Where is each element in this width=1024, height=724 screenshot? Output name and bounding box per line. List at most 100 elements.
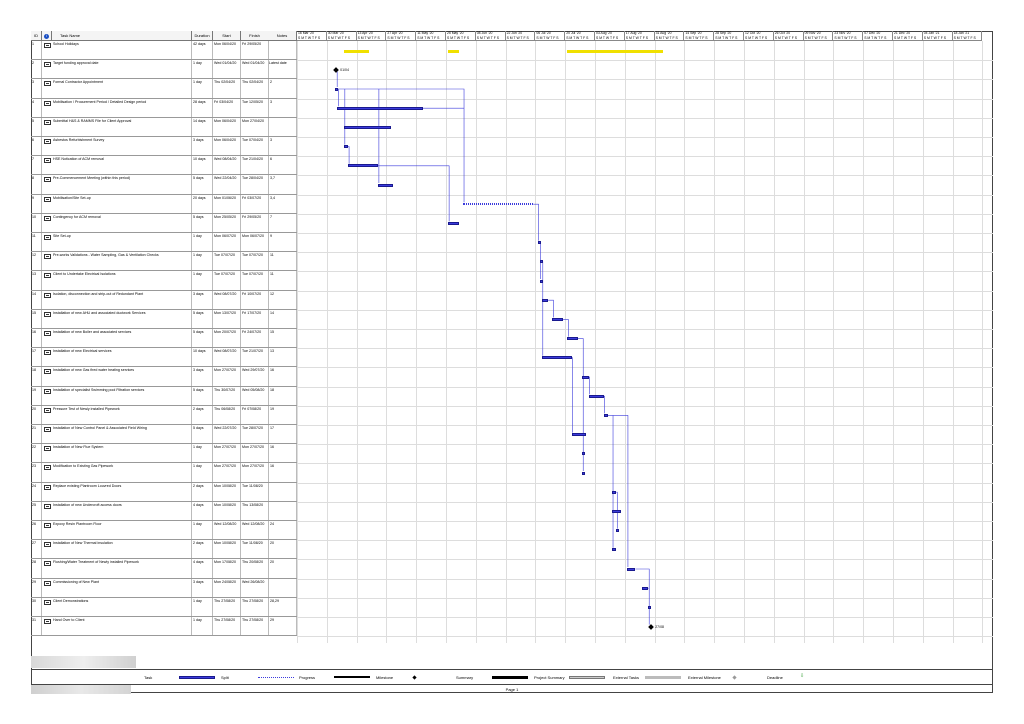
task-note-icon [44, 196, 51, 202]
task-bar[interactable] [337, 106, 423, 110]
task-bar[interactable] [335, 87, 339, 91]
timescale-period-label: 11 May '20 [417, 31, 434, 35]
task-bar[interactable] [616, 529, 620, 533]
task-bar[interactable] [541, 356, 572, 360]
table-row[interactable]: 6 Asbestos Refurbishment Survey 3 days Mon … [31, 137, 297, 157]
table-row[interactable]: 11 Site Set-up 1 day Mon 06/07/20 Mon 06/07/… [31, 233, 297, 253]
cell-start: Mon 25/05/20 [213, 213, 241, 232]
table-row[interactable]: 1 School Holidays 42 days Mon 06/04/20 Fri 2… [31, 41, 297, 61]
task-bar[interactable] [612, 548, 617, 552]
col-duration-header[interactable]: Duration [192, 31, 213, 41]
table-row[interactable]: 15 Installation of new AHU and associated… [31, 309, 297, 329]
cell-finish: Thu 13/08/20 [241, 501, 269, 520]
task-bar[interactable] [612, 490, 617, 494]
task-bar[interactable] [603, 413, 608, 417]
table-row[interactable]: 14 Isolation, disconnection and strip-out… [31, 290, 297, 310]
table-row[interactable]: 21 Installation of New Control Panel & As… [31, 425, 297, 445]
row-gridline [297, 60, 993, 62]
col-id-header[interactable]: ID [31, 31, 42, 41]
task-bar[interactable] [448, 221, 459, 225]
cell-start: Mon 06/04/20 [213, 41, 241, 60]
table-row[interactable]: 10 Contingency for ACM removal 5 days Mon 2… [31, 213, 297, 233]
col-start-header[interactable]: Start [213, 31, 241, 41]
task-note-icon [44, 119, 51, 125]
task-bar[interactable] [552, 317, 564, 321]
col-finish-header[interactable]: Finish [241, 31, 269, 41]
table-row[interactable]: 31 Hand Over to Client 1 day Thu 27/08/20 Th… [31, 617, 297, 637]
gridline [833, 41, 835, 643]
table-row[interactable]: 9 Mobilisation/Site Set-up 20 days Mon 01/0… [31, 194, 297, 214]
table-row[interactable]: 12 Pre-works Validations - Water Sampling… [31, 252, 297, 272]
task-bar[interactable] [582, 471, 586, 475]
table-row[interactable]: 30 Client Demonstrations 1 day Thu 27/08/20… [31, 597, 297, 617]
task-bar[interactable] [348, 164, 378, 168]
gridline [863, 41, 865, 643]
cell-notes [268, 425, 297, 444]
task-bar[interactable] [343, 145, 349, 149]
table-row[interactable]: 22 Installation of New Flue System 1 day Mo… [31, 444, 297, 464]
table-row[interactable]: 16 Installation of new Boiler and associa… [31, 329, 297, 349]
cell-finish: Fri 10/07/20 [241, 290, 269, 309]
table-row[interactable]: 7 HSE Notication of ACM removal 10 days Wed… [31, 156, 297, 176]
cell-name: Pre-works Validations - Water Sampling, … [52, 252, 192, 271]
task-bar[interactable] [567, 337, 578, 341]
timescale-header: 07 Dec '20 S M T W T F S [863, 31, 893, 41]
timescale-period-label: 25 May '20 [447, 31, 464, 35]
table-row[interactable]: 20 Pressure Test of Newly installed Pipew… [31, 405, 297, 425]
gridline [416, 41, 418, 643]
row-gridline [297, 405, 993, 407]
table-row[interactable]: 18 Installation of new Gas fired water he… [31, 367, 297, 387]
table-row[interactable]: 26 Expoxy Resin Plantroom Floor 1 day Wed 1… [31, 521, 297, 541]
task-bar[interactable] [571, 433, 587, 437]
timescale-days-label: S M T W T F S [417, 36, 440, 40]
table-row[interactable]: 2 Target funding approval date 1 day Wed 01… [31, 60, 297, 80]
table-row[interactable]: 4 Mobilisation / Procurement Period / Det… [31, 98, 297, 118]
gridline [505, 41, 507, 643]
task-bar[interactable] [648, 605, 652, 609]
col-notes-header[interactable]: Notes [268, 31, 297, 41]
timescale-days-label: S M T W T F S [625, 36, 648, 40]
legend-external-milestone-icon [732, 675, 737, 680]
task-bar[interactable] [588, 394, 604, 398]
holiday-bar[interactable] [567, 49, 664, 53]
table-row[interactable]: 24 Replace existing Plantroom Louvred Doo… [31, 482, 297, 502]
task-bar[interactable] [612, 509, 621, 513]
task-bar[interactable] [377, 183, 393, 187]
task-bar[interactable] [539, 260, 543, 264]
table-row[interactable]: 8 Pre-Commencement Meeting (within this p… [31, 175, 297, 195]
table-row[interactable]: 5 Submittal H&S & RAMMS File for Client A… [31, 117, 297, 137]
task-bar[interactable] [463, 202, 534, 205]
table-row[interactable]: 13 Client to Undertake Electrical Isolati… [31, 271, 297, 291]
table-row[interactable]: 19 Installation of specialist Swimming po… [31, 386, 297, 406]
table-row[interactable]: 3 Formal Contractor Appointment 1 day Thu 0… [31, 79, 297, 99]
cell-duration: 3 days [192, 367, 213, 386]
task-bar[interactable] [541, 298, 549, 302]
table-row[interactable]: 25 Installation of new Undercroft access … [31, 501, 297, 521]
table-row[interactable]: 23 Modification to Existing Gas Pipework 1… [31, 463, 297, 483]
cell-id: 9 [31, 194, 42, 213]
cell-start: Thu 02/04/20 [213, 79, 241, 98]
holiday-bar[interactable] [343, 49, 370, 53]
cell-start: Wed 08/07/20 [213, 290, 241, 309]
task-bar[interactable] [537, 241, 541, 245]
holiday-bar[interactable] [448, 49, 459, 53]
cell-finish: Tue 07/07/20 [241, 271, 269, 290]
task-bar[interactable] [626, 567, 636, 571]
cell-duration: 1 day [192, 463, 213, 482]
table-row[interactable]: 29 Commissioning of New Plant 3 days Mon 24… [31, 578, 297, 598]
col-info-header[interactable]: i [42, 31, 52, 41]
task-bar[interactable] [343, 125, 391, 129]
task-bar[interactable] [582, 452, 586, 456]
task-bar[interactable] [539, 279, 543, 283]
cell-id: 23 [31, 463, 42, 482]
task-bar[interactable] [641, 586, 649, 590]
table-row[interactable]: 27 Installation of New Thermal insulation… [31, 540, 297, 560]
gantt-chart: 16 Mar '20 S M T W T F S 30 Mar '20 S M T W… [297, 31, 993, 643]
task-bar[interactable] [582, 375, 589, 379]
col-name-header[interactable]: Task Name [52, 31, 192, 41]
dependency-link-path [336, 69, 650, 625]
cell-notes [268, 290, 297, 309]
cell-start: Wed 08/07/20 [213, 348, 241, 367]
table-row[interactable]: 28 Flushing/Water Treatment of Newly inst… [31, 559, 297, 579]
table-row[interactable]: 17 Installation of new Electrical service… [31, 348, 297, 368]
